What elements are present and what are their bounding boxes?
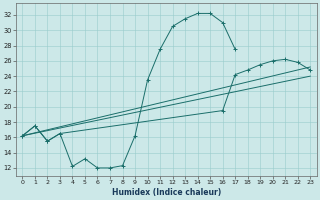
X-axis label: Humidex (Indice chaleur): Humidex (Indice chaleur) (112, 188, 221, 197)
